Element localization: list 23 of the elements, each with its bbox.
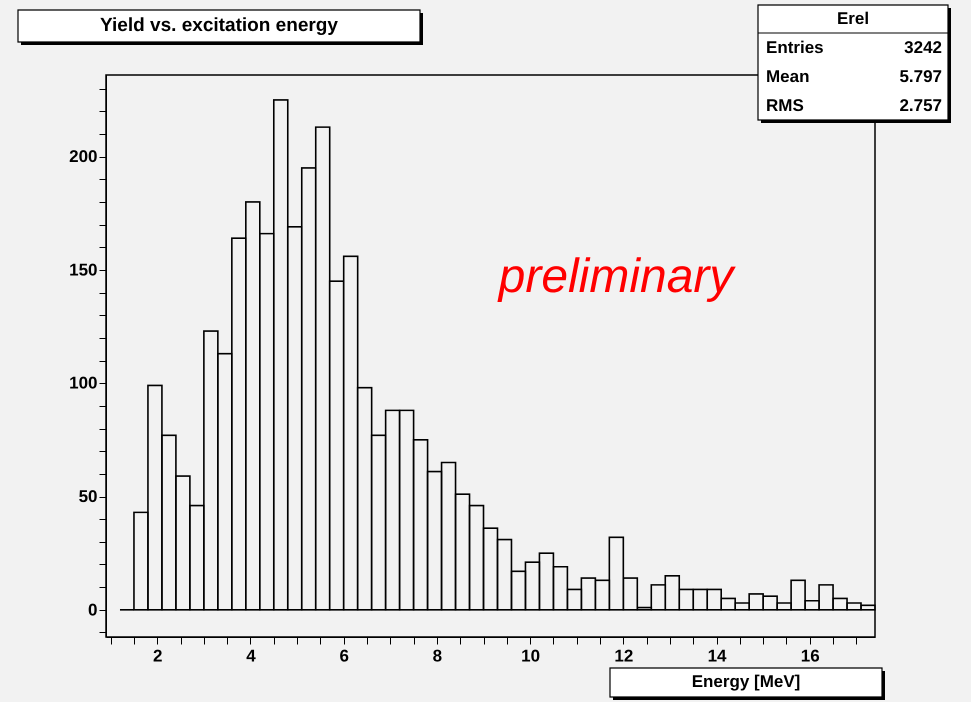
x-tick-label: 2 xyxy=(153,646,162,666)
chart-title: Yield vs. excitation energy xyxy=(100,15,338,36)
text: 2.757 xyxy=(899,96,942,115)
x-tick-label: 12 xyxy=(614,646,634,666)
x-axis-title: Energy [MeV] xyxy=(692,672,800,691)
text: 5.797 xyxy=(899,67,942,86)
text: Erel xyxy=(836,9,870,28)
y-tick-label: 150 xyxy=(69,260,98,280)
annotation: preliminary xyxy=(496,250,736,303)
y-tick-label: 50 xyxy=(78,487,98,506)
x-tick-label: 8 xyxy=(432,646,442,666)
x-tick-label: 14 xyxy=(708,646,728,666)
y-tick-label: 200 xyxy=(69,147,98,166)
x-tick-label: 10 xyxy=(521,646,540,666)
y-tick-label: 100 xyxy=(69,374,98,393)
annotation: Mean xyxy=(766,67,810,86)
y-tick-label: 0 xyxy=(88,600,98,620)
text: Entries xyxy=(766,38,824,57)
x-tick-label: 16 xyxy=(800,646,820,666)
x-tick-label: 6 xyxy=(339,646,349,666)
annotation: RMS xyxy=(766,96,804,115)
x-tick-label: 4 xyxy=(246,646,256,666)
text: 3242 xyxy=(904,38,942,57)
